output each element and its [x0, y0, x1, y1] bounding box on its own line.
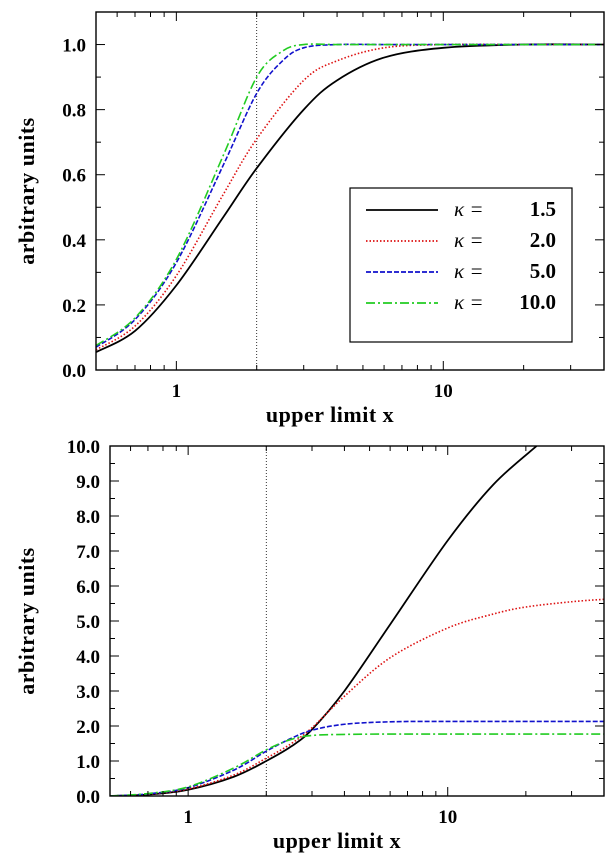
y-tick-label: 0.8 [62, 101, 86, 122]
y-tick-label: 0.2 [62, 296, 86, 317]
legend-symbol: κ = [454, 290, 484, 314]
y-tick-label: 5.0 [76, 612, 100, 633]
legend-box [349, 187, 573, 343]
y-axis-label: arbitrary units [14, 117, 39, 264]
y-tick-label: 6.0 [76, 577, 100, 598]
y-tick-label: 4.0 [76, 647, 100, 668]
top-chart-panel: 1 10 0.0 0.2 0.4 0.6 0.8 1.0 upper limit x arbitr… [14, 11, 605, 427]
bottom-chart-panel: 1 10 0.0 1.0 2.0 3.0 4.0 5.0 6.0 7.0 8.0 9.0 10.0 upp… [14, 437, 605, 853]
y-tick-label: 0.4 [62, 231, 86, 252]
legend-value: 5.0 [530, 259, 556, 283]
y-tick-label: 1.0 [62, 36, 86, 57]
y-tick-label: 0.0 [62, 361, 86, 382]
plot-frame [95, 11, 605, 371]
y-tick-label: 8.0 [76, 507, 100, 528]
y-axis-label: arbitrary units [14, 547, 39, 694]
x-tick-label: 10 [438, 807, 457, 828]
plot-frame [109, 445, 605, 797]
y-tick-label: 0.0 [76, 787, 100, 808]
legend-symbol: κ = [454, 197, 484, 221]
legend-symbol: κ = [454, 259, 484, 283]
series-line-kappa-5-0 [110, 720, 604, 796]
legend-value: 2.0 [530, 228, 556, 252]
legend-value: 10.0 [519, 290, 556, 314]
y-tick-label: 1.0 [76, 752, 100, 773]
y-tick-label: 7.0 [76, 542, 100, 563]
legend-value: 1.5 [530, 197, 556, 221]
series-line-kappa-10-0 [110, 733, 604, 796]
series-line-kappa-1-5 [96, 43, 604, 353]
legend: κ = 1.5 κ = 2.0 κ = 5.0 κ = 10.0 [349, 187, 573, 343]
series-line-kappa-2-0 [110, 598, 604, 796]
y-tick-label: 0.6 [62, 166, 86, 187]
x-axis-label: upper limit x [273, 828, 401, 853]
y-tick-label: 3.0 [76, 682, 100, 703]
y-tick-label: 10.0 [67, 437, 100, 458]
series-line-kappa-1-5 [110, 446, 538, 796]
x-tick-label: 1 [172, 381, 182, 402]
x-tick-label: 1 [183, 807, 193, 828]
series-line-kappa-10-0 [96, 43, 604, 347]
legend-symbol: κ = [454, 228, 484, 252]
x-axis-label: upper limit x [266, 402, 394, 427]
y-tick-label: 9.0 [76, 472, 100, 493]
y-tick-label: 2.0 [76, 717, 100, 738]
x-tick-label: 10 [434, 381, 453, 402]
